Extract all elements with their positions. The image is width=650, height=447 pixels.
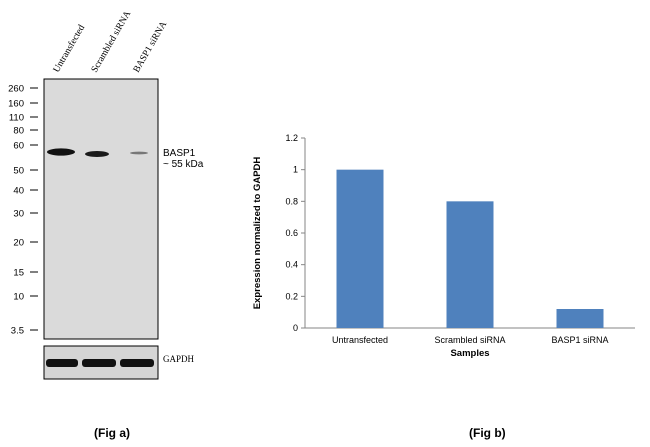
lane-labels: Untransfected Scrambled siRNA BASP1 siRN… [51, 9, 169, 74]
lane-label-untransfected: Untransfected [51, 23, 87, 75]
marker-label: 160 [8, 99, 24, 110]
marker-ladder: 260 160 110 80 60 50 40 30 20 15 10 3.5 [8, 84, 38, 337]
target-size-label: ~ 55 kDa [163, 159, 204, 170]
marker-label: 60 [13, 141, 24, 152]
bars [336, 169, 604, 328]
gapdh-band-basp1 [120, 359, 154, 367]
marker-label: 15 [13, 268, 24, 279]
marker-label: 10 [13, 292, 24, 303]
target-label: BASP1 [163, 148, 196, 159]
x-tick-label: Untransfected [332, 335, 388, 345]
marker-label: 80 [13, 126, 24, 137]
bar-chart: 0 0.2 0.4 0.6 0.8 1 1.2 Untransfected Scrambled… [252, 133, 635, 359]
marker-label: 30 [13, 209, 24, 220]
marker-label: 20 [13, 238, 24, 249]
y-tick-labels: 0 0.2 0.4 0.6 0.8 1 1.2 [285, 133, 305, 333]
bar-scrambled-sirna [446, 201, 494, 328]
gapdh-band-scrambled [82, 359, 116, 367]
x-tick-label: Scrambled siRNA [434, 335, 505, 345]
blot-panel [43, 78, 159, 340]
marker-label: 260 [8, 84, 24, 95]
figure-b-caption: (Fig b) [469, 426, 506, 440]
bar-basp1-sirna [556, 309, 604, 328]
x-tick-labels: Untransfected Scrambled siRNA BASP1 siRNA [332, 335, 609, 345]
loading-control-label: GAPDH [163, 354, 195, 364]
y-tick-label: 0.2 [285, 291, 298, 301]
y-tick-label: 0.6 [285, 228, 298, 238]
marker-label: 50 [13, 166, 24, 177]
marker-label: 40 [13, 186, 24, 197]
y-tick-label: 0 [293, 323, 298, 333]
y-tick-label: 1 [293, 165, 298, 175]
x-tick-label: BASP1 siRNA [551, 335, 608, 345]
y-tick-label: 0.4 [285, 260, 298, 270]
lane-label-scrambled: Scrambled siRNA [90, 9, 133, 74]
x-axis-label: Samples [450, 348, 489, 359]
band-scrambled [85, 151, 109, 157]
band-untransfected [47, 148, 75, 156]
figure-a-caption: (Fig a) [94, 426, 130, 440]
gapdh-band-untransfected [46, 359, 78, 367]
marker-label: 110 [9, 113, 24, 124]
y-tick-label: 1.2 [285, 133, 298, 143]
lane-label-basp1: BASP1 siRNA [132, 20, 169, 75]
y-tick-label: 0.8 [285, 196, 298, 206]
band-basp1 [130, 151, 148, 155]
western-blot-figure: Untransfected Scrambled siRNA BASP1 siRN… [8, 9, 204, 380]
bar-untransfected [336, 169, 384, 328]
marker-label: 3.5 [11, 326, 24, 337]
y-axis-label: Expression normalized to GAPDH [252, 157, 263, 310]
